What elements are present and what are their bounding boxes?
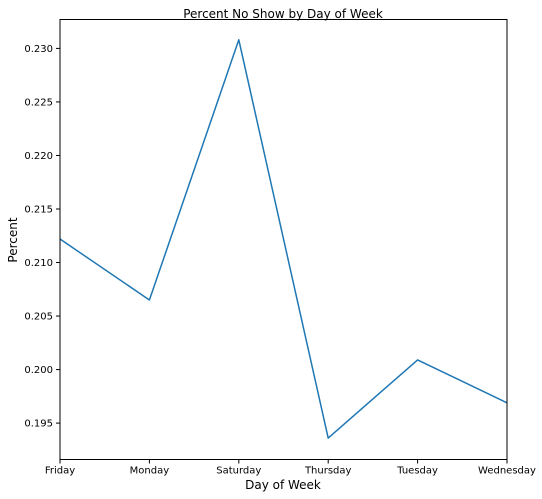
y-tick-label: 0.230 (24, 44, 53, 55)
y-tick-label: 0.210 (24, 258, 53, 269)
y-tick-label: 0.195 (24, 419, 53, 430)
y-tick-label: 0.220 (24, 151, 53, 162)
x-axis: Friday Monday Saturday Thursday Tuesday Wedne… (45, 460, 536, 477)
y-tick-label: 0.215 (24, 204, 53, 215)
x-tick-label: Thursday (304, 466, 352, 477)
y-tick-label: 0.200 (24, 365, 53, 376)
y-axis-title: Percent (6, 217, 20, 262)
x-tick-label: Saturday (216, 466, 261, 477)
series-line (60, 40, 507, 438)
x-tick-label: Monday (130, 466, 170, 477)
x-tick-label: Wednesday (478, 466, 536, 477)
y-tick-label: 0.205 (24, 312, 53, 323)
x-tick-label: Tuesday (396, 466, 438, 477)
x-axis-title: Day of Week (245, 478, 321, 492)
y-axis: 0.195 0.200 0.205 0.210 0.215 0.220 0.225 0.230 (24, 44, 60, 430)
chart-title: Percent No Show by Day of Week (183, 7, 383, 21)
y-tick-label: 0.225 (24, 97, 53, 108)
x-tick-label: Friday (45, 466, 75, 477)
